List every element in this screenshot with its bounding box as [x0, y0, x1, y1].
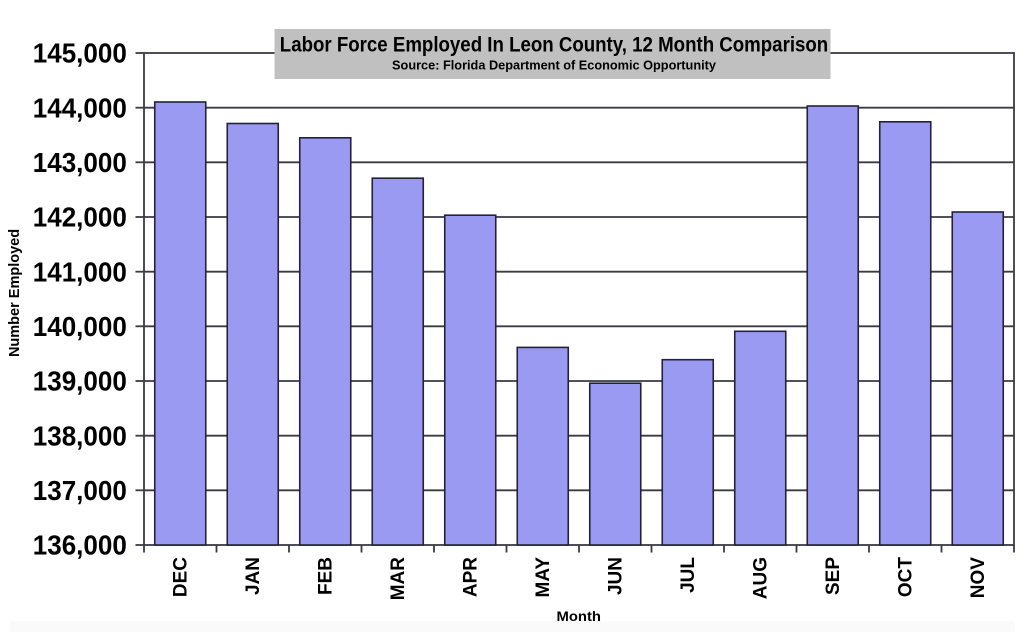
svg-text:AUG: AUG [750, 557, 771, 599]
svg-text:142,000: 142,000 [33, 202, 127, 233]
svg-text:Number Employed: Number Employed [7, 229, 23, 357]
svg-text:FEB: FEB [315, 557, 336, 595]
svg-text:Source: Florida Department of: Source: Florida Department of Economic O… [392, 57, 717, 72]
svg-text:DEC: DEC [170, 557, 191, 597]
svg-text:143,000: 143,000 [33, 147, 127, 178]
svg-text:Month: Month [556, 610, 601, 625]
svg-text:137,000: 137,000 [33, 475, 127, 506]
svg-text:JAN: JAN [243, 557, 264, 595]
svg-text:141,000: 141,000 [33, 257, 127, 288]
svg-text:MAR: MAR [388, 557, 409, 601]
svg-text:Labor Force Employed In Leon C: Labor Force Employed In Leon County, 12 … [280, 34, 828, 57]
svg-text:136,000: 136,000 [33, 530, 127, 561]
svg-text:NOV: NOV [968, 557, 989, 599]
svg-text:138,000: 138,000 [33, 421, 127, 452]
svg-text:JUN: JUN [605, 557, 626, 595]
svg-text:144,000: 144,000 [33, 93, 127, 124]
svg-text:JUL: JUL [678, 557, 699, 593]
svg-text:MAY: MAY [533, 557, 554, 598]
svg-text:APR: APR [460, 557, 481, 597]
svg-text:139,000: 139,000 [33, 366, 127, 397]
svg-text:OCT: OCT [895, 557, 916, 598]
svg-text:140,000: 140,000 [33, 311, 127, 342]
svg-text:145,000: 145,000 [33, 38, 127, 69]
svg-text:SEP: SEP [823, 557, 844, 595]
